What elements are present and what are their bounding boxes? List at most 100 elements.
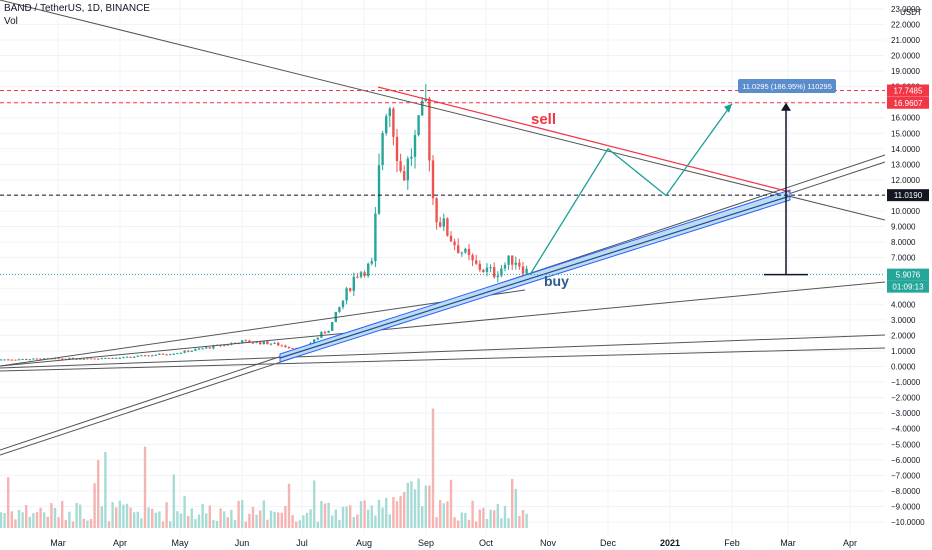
volume-bar bbox=[21, 512, 24, 528]
candle-body bbox=[57, 358, 60, 360]
volume-bar bbox=[248, 513, 251, 528]
volume-bar bbox=[39, 507, 42, 528]
y-tick-label: 22.0000 bbox=[891, 20, 920, 29]
volume-bar bbox=[475, 521, 478, 528]
candle-body bbox=[449, 235, 453, 242]
volume-bar bbox=[212, 520, 215, 528]
candle-body bbox=[273, 342, 276, 344]
volume-bar bbox=[0, 512, 3, 528]
y-tick-label: −7.0000 bbox=[891, 471, 921, 480]
volume-bar bbox=[223, 511, 226, 528]
volume-bar bbox=[392, 496, 395, 528]
volume-bar bbox=[356, 514, 359, 528]
x-tick-label: Jun bbox=[235, 538, 250, 548]
candle-body bbox=[190, 350, 193, 352]
price-tag-label: 5.9076 bbox=[896, 271, 921, 280]
candlestick-series bbox=[0, 83, 528, 361]
candle-body bbox=[374, 213, 377, 262]
candle-body bbox=[269, 343, 273, 345]
y-tick-label: 2.0000 bbox=[891, 331, 916, 340]
volume-bar bbox=[478, 509, 481, 528]
volume-bar bbox=[129, 507, 132, 528]
candle-body bbox=[208, 347, 211, 349]
volume-bar bbox=[3, 512, 6, 528]
volume-bar bbox=[435, 517, 438, 528]
candle-body bbox=[485, 267, 489, 272]
volume-bar bbox=[197, 514, 201, 528]
volume-bar bbox=[89, 518, 93, 528]
candle-body bbox=[93, 358, 96, 360]
candle-body bbox=[111, 357, 114, 359]
candle-body bbox=[475, 260, 478, 264]
volume-bar bbox=[385, 497, 388, 528]
volume-bar bbox=[341, 506, 345, 528]
candle-body bbox=[514, 262, 517, 265]
volume-bar bbox=[75, 502, 78, 528]
candle-body bbox=[399, 161, 402, 172]
volume-bar bbox=[453, 517, 456, 528]
volume-bar bbox=[399, 496, 402, 528]
buy-annotation: buy bbox=[544, 273, 569, 289]
candle-body bbox=[61, 358, 64, 360]
y-tick-label: 23.0000 bbox=[891, 5, 920, 14]
candle-body bbox=[421, 100, 424, 116]
candle-body bbox=[75, 358, 78, 360]
price-tag bbox=[887, 189, 929, 202]
trendline-drawings bbox=[0, 0, 886, 456]
candle-body bbox=[248, 340, 251, 343]
price-tag bbox=[887, 96, 929, 109]
candle-body bbox=[313, 339, 316, 344]
volume-bar bbox=[133, 512, 136, 528]
volume-bar bbox=[115, 507, 118, 528]
candle-body bbox=[161, 353, 165, 355]
volume-bar bbox=[359, 501, 363, 528]
candle-body bbox=[320, 332, 323, 338]
candle-body bbox=[0, 359, 3, 361]
candle-body bbox=[97, 358, 100, 360]
volume-bar bbox=[237, 500, 240, 528]
candle-body bbox=[169, 354, 172, 356]
candle-body bbox=[194, 349, 197, 351]
candle-body bbox=[478, 263, 481, 270]
candle-body bbox=[21, 358, 24, 360]
candle-body bbox=[381, 133, 384, 166]
volume-bar bbox=[424, 485, 427, 528]
volume-bar bbox=[97, 460, 100, 528]
x-tick-label: Oct bbox=[479, 538, 494, 548]
volume-bar bbox=[352, 516, 355, 528]
currency-label: USDT bbox=[900, 8, 922, 17]
volume-bar bbox=[176, 511, 179, 528]
price-axis: 23.000022.000021.000020.000019.000018.00… bbox=[891, 5, 925, 527]
volume-bar bbox=[381, 507, 384, 528]
candle-body bbox=[201, 348, 204, 350]
y-tick-label: 1.0000 bbox=[891, 347, 916, 356]
candle-body bbox=[53, 358, 57, 360]
candle-body bbox=[115, 357, 118, 359]
volume-bar bbox=[421, 506, 424, 528]
projection-arrowhead bbox=[724, 103, 732, 113]
price-tag-label: 11.0190 bbox=[894, 191, 923, 200]
candle-body bbox=[68, 357, 71, 360]
volume-bar bbox=[395, 501, 399, 528]
candle-body bbox=[464, 248, 467, 253]
volume-bar bbox=[7, 477, 10, 528]
volume-bar bbox=[205, 513, 208, 528]
volume-bar bbox=[241, 500, 244, 528]
volume-bar bbox=[280, 512, 283, 528]
projection-line bbox=[529, 103, 733, 276]
volume-label: Vol bbox=[4, 16, 18, 27]
volume-bar bbox=[25, 504, 28, 528]
trend-line bbox=[0, 289, 526, 367]
candle-body bbox=[122, 357, 125, 359]
y-tick-label: −9.0000 bbox=[891, 502, 921, 511]
volume-bar bbox=[17, 509, 21, 528]
volume-bar bbox=[413, 489, 417, 528]
candle-body bbox=[277, 342, 280, 346]
candle-body bbox=[363, 272, 366, 276]
volume-bar bbox=[269, 510, 273, 528]
volume-bar bbox=[377, 499, 381, 528]
volume-bar bbox=[467, 519, 471, 528]
volume-bar bbox=[320, 501, 323, 528]
volume-bar bbox=[122, 504, 125, 528]
